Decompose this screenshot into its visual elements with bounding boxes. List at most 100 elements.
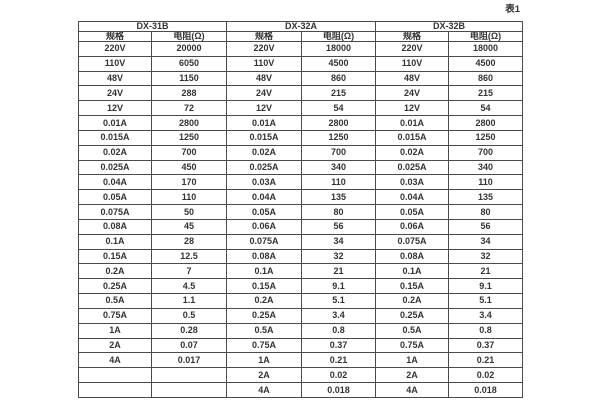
resistance-cell: 2800 bbox=[301, 115, 377, 131]
resistance-cell: 20000 bbox=[150, 41, 228, 57]
resistance-cell: 50 bbox=[150, 204, 228, 220]
resistance-cell: 72 bbox=[150, 100, 228, 117]
resistance-cell: 0.37 bbox=[301, 337, 377, 354]
spec-cell: 0.03A bbox=[226, 174, 303, 191]
table-row: 48V 1150 48V 860 48V 860 bbox=[78, 70, 524, 87]
table-row: 12V 72 12V 54 12V 54 bbox=[78, 100, 524, 117]
resistance-cell: 0.8 bbox=[301, 322, 377, 339]
spec-cell: 0.04A bbox=[226, 189, 303, 206]
spec-cell: 0.08A bbox=[78, 218, 152, 235]
resistance-cell: 56 bbox=[448, 218, 524, 235]
spec-cell: 24V bbox=[226, 85, 303, 102]
resistance-cell: 0.018 bbox=[448, 382, 524, 398]
group-header-dx-32a: DX-32A bbox=[226, 21, 377, 32]
spec-cell: 0.05A bbox=[226, 204, 303, 220]
table-row: 0.015A 1250 0.015A 1250 0.015A 1250 bbox=[78, 129, 524, 146]
column-header-row: 规格 电阻(Ω) 规格 电阻(Ω) 规格 电阻(Ω) bbox=[78, 31, 524, 42]
spec-cell: 0.02A bbox=[78, 144, 152, 161]
spec-cell: 0.15A bbox=[78, 248, 152, 265]
resistance-cell: 1250 bbox=[150, 129, 228, 146]
resistance-cell: 860 bbox=[301, 70, 377, 87]
resistance-cell: 5.1 bbox=[448, 293, 524, 309]
spec-cell: 0.03A bbox=[375, 174, 450, 191]
spec-cell: 1A bbox=[78, 322, 152, 339]
resistance-cell: 3.4 bbox=[301, 307, 377, 324]
group-header-dx-31b: DX-31B bbox=[77, 21, 228, 32]
resistance-cell: 215 bbox=[448, 85, 524, 102]
resistance-cell: 1250 bbox=[301, 129, 377, 146]
spec-cell: 0.015A bbox=[375, 129, 450, 146]
resistance-cell: 860 bbox=[448, 70, 524, 87]
spec-cell: 0.025A bbox=[226, 159, 303, 176]
table-row: 0.04A 170 0.03A 110 0.03A 110 bbox=[78, 174, 524, 191]
table-caption: 表1 bbox=[505, 4, 520, 15]
spec-cell: 0.1A bbox=[226, 263, 303, 280]
resistance-cell: 0.02 bbox=[448, 367, 524, 384]
spec-cell: 24V bbox=[375, 85, 450, 102]
table-row: 0.075A 50 0.05A 80 0.05A 80 bbox=[78, 204, 524, 220]
resistance-cell: 56 bbox=[301, 218, 377, 235]
spec-cell: 0.25A bbox=[226, 307, 303, 324]
resistance-cell: 12.5 bbox=[150, 248, 228, 265]
resistance-cell: 2800 bbox=[150, 115, 228, 131]
resistance-cell: 18000 bbox=[301, 41, 377, 57]
resistance-cell: 54 bbox=[448, 100, 524, 117]
resistance-cell: 0.018 bbox=[301, 382, 377, 398]
spec-cell: 1A bbox=[226, 352, 303, 369]
resistance-cell: 32 bbox=[301, 248, 377, 265]
spec-cell: 110V bbox=[375, 55, 450, 72]
resistance-cell: 0.02 bbox=[301, 367, 377, 384]
spec-cell: 2A bbox=[78, 337, 152, 354]
resistance-cell: 54 bbox=[301, 100, 377, 117]
resistance-cell: 45 bbox=[150, 218, 228, 235]
group-header-dx-32b: DX-32B bbox=[375, 21, 524, 32]
resistance-cell: 0.21 bbox=[301, 352, 377, 369]
resistance-cell: 9.1 bbox=[448, 278, 524, 295]
spec-column-header-dx-32b: 规格 bbox=[375, 31, 450, 42]
spec-cell: 0.015A bbox=[78, 129, 152, 146]
resistance-cell: 28 bbox=[150, 233, 228, 250]
resistance-cell: 340 bbox=[301, 159, 377, 176]
resistance-cell: 21 bbox=[448, 263, 524, 280]
spec-cell: 0.01A bbox=[78, 115, 152, 131]
table-row: 4A 0.018 4A 0.018 bbox=[78, 382, 524, 398]
spec-cell: 0.05A bbox=[78, 189, 152, 206]
spec-cell bbox=[78, 367, 152, 384]
resistance-cell: 1.1 bbox=[150, 293, 228, 309]
spec-cell: 0.02A bbox=[226, 144, 303, 161]
spec-cell: 110V bbox=[226, 55, 303, 72]
spec-cell: 0.04A bbox=[375, 189, 450, 206]
resistance-cell: 5.1 bbox=[301, 293, 377, 309]
spec-cell: 2A bbox=[375, 367, 450, 384]
table-row: 0.15A 12.5 0.08A 32 0.08A 32 bbox=[78, 248, 524, 265]
table-row: 220V 20000 220V 18000 220V 18000 bbox=[78, 41, 524, 57]
spec-cell: 0.1A bbox=[78, 233, 152, 250]
table-row: 0.025A 450 0.025A 340 0.025A 340 bbox=[78, 159, 524, 176]
spec-cell: 0.2A bbox=[226, 293, 303, 309]
spec-cell: 0.25A bbox=[78, 278, 152, 295]
resistance-cell: 4500 bbox=[301, 55, 377, 72]
spec-cell: 0.06A bbox=[375, 218, 450, 235]
resistance-cell: 1150 bbox=[150, 70, 228, 87]
spec-cell: 0.75A bbox=[375, 337, 450, 354]
table-row: 1A 0.28 0.5A 0.8 0.5A 0.8 bbox=[78, 322, 524, 339]
resistance-cell: 135 bbox=[448, 189, 524, 206]
spec-cell: 0.06A bbox=[226, 218, 303, 235]
resistance-cell: 2800 bbox=[448, 115, 524, 131]
table-row: 0.05A 110 0.04A 135 0.04A 135 bbox=[78, 189, 524, 206]
resistance-cell: 0.37 bbox=[448, 337, 524, 354]
spec-cell: 110V bbox=[78, 55, 152, 72]
spec-cell: 4A bbox=[375, 382, 450, 398]
resistance-cell: 7 bbox=[150, 263, 228, 280]
spec-cell: 0.5A bbox=[226, 322, 303, 339]
spec-cell: 0.075A bbox=[226, 233, 303, 250]
table-row: 110V 6050 110V 4500 110V 4500 bbox=[78, 55, 524, 72]
resistance-cell: 3.4 bbox=[448, 307, 524, 324]
resistance-column-header-dx-32a: 电阻(Ω) bbox=[301, 31, 377, 42]
spec-cell: 0.25A bbox=[375, 307, 450, 324]
table-row: 24V 288 24V 215 24V 215 bbox=[78, 85, 524, 102]
spec-cell: 0.02A bbox=[375, 144, 450, 161]
spec-cell: 220V bbox=[226, 41, 303, 57]
spec-cell: 0.2A bbox=[375, 293, 450, 309]
